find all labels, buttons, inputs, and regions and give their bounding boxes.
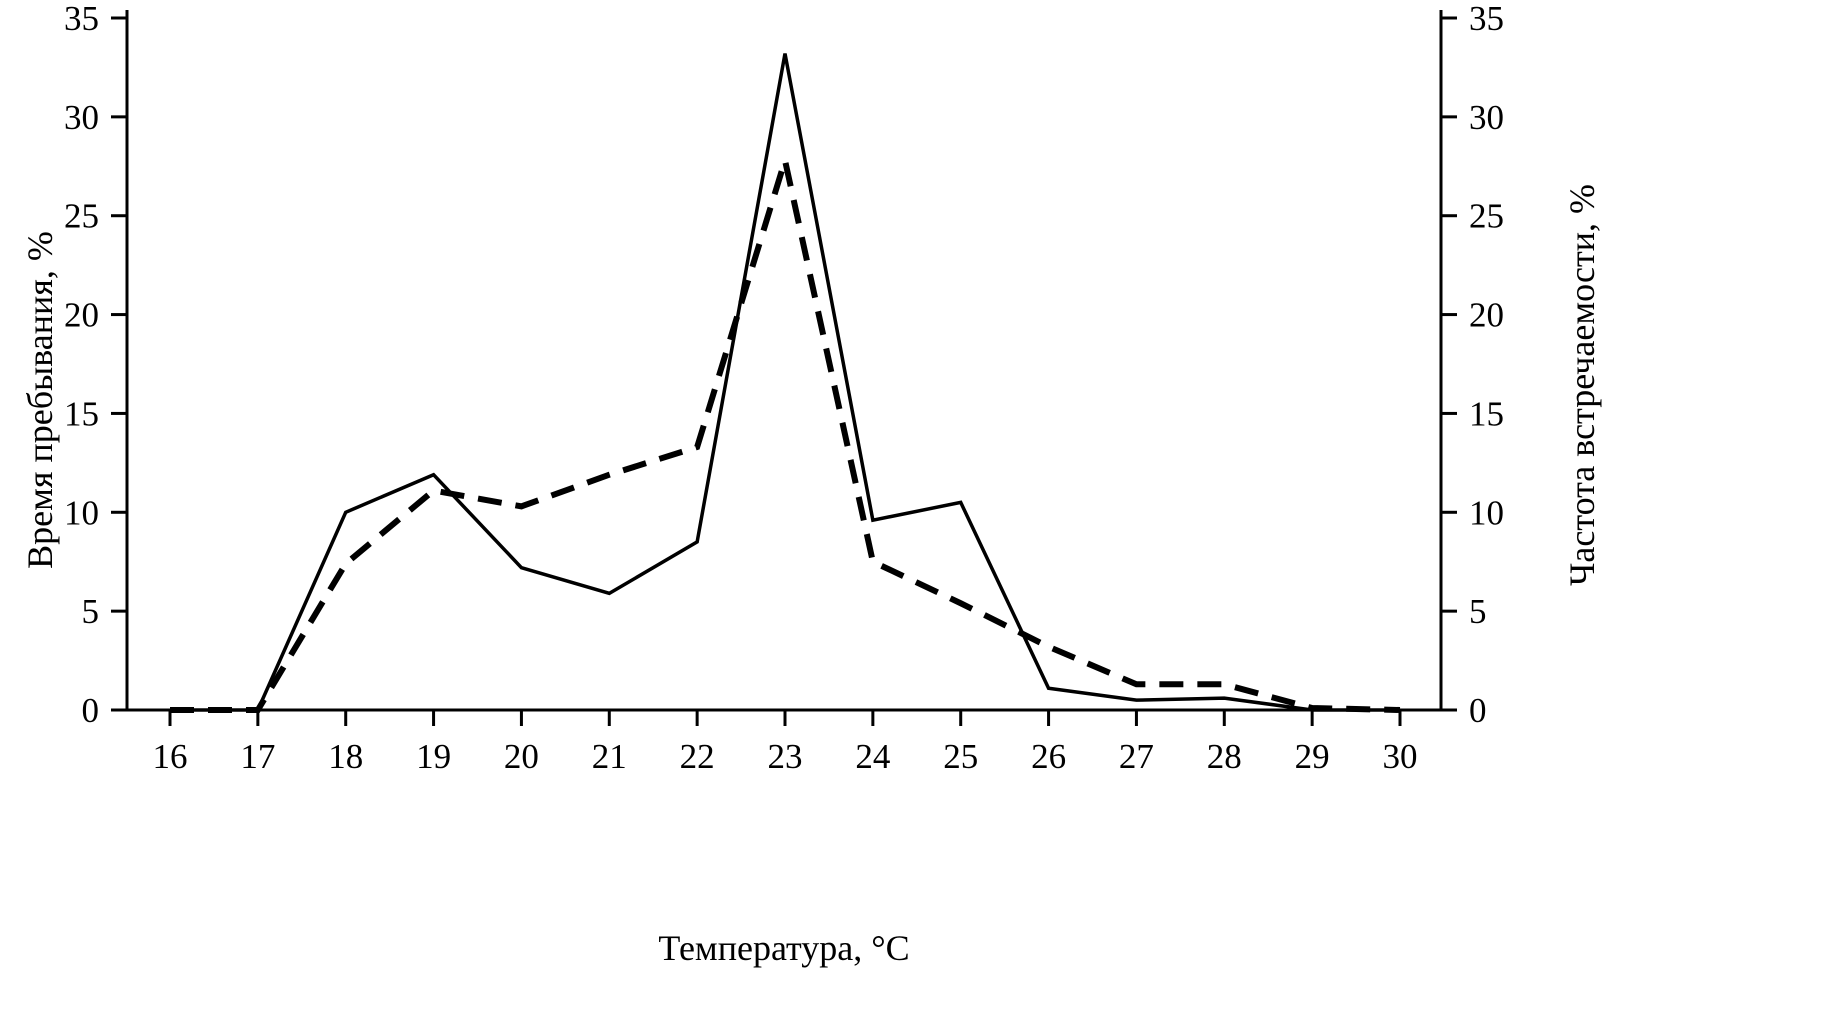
y-axis-left-tick-label: 25 [64, 197, 99, 236]
y-axis-right-tick-label: 20 [1469, 296, 1504, 335]
x-axis-tick-label: 30 [1383, 737, 1418, 776]
y-axis-right-tick-label: 5 [1469, 592, 1487, 631]
y-axis-right-tick-label: 30 [1469, 98, 1504, 137]
x-axis-label: Температура, °С [658, 928, 910, 968]
x-axis-tick-label: 28 [1207, 737, 1242, 776]
y-axis-left-tick-label: 35 [64, 0, 99, 38]
y-axis-left-tick-label: 10 [64, 493, 99, 532]
y-axis-left-tick-label: 0 [82, 691, 100, 730]
x-axis-tick-label: 21 [592, 737, 627, 776]
series-line-solid [170, 53, 1400, 712]
x-axis-tick-label: 27 [1119, 737, 1154, 776]
series-line-dashed [170, 148, 1401, 713]
x-axis-tick-label: 25 [943, 737, 978, 776]
y-axis-right-tick-label: 25 [1469, 197, 1504, 236]
x-axis-tick-label: 18 [328, 737, 363, 776]
y-axis-left-tick-label: 20 [64, 296, 99, 335]
x-axis-tick-label: 24 [855, 737, 890, 776]
x-axis-tick-label: 23 [768, 737, 803, 776]
y-axis-right-tick-label: 0 [1469, 691, 1487, 730]
x-axis-tick-label: 20 [504, 737, 539, 776]
x-axis-tick-label: 19 [416, 737, 451, 776]
y-axis-label-left: Время пребывания, % [20, 231, 60, 569]
y-axis-right-tick-label: 35 [1469, 0, 1504, 38]
x-axis-tick-label: 22 [680, 737, 715, 776]
y-axis-right-tick-label: 10 [1469, 493, 1504, 532]
y-axis-left-tick-label: 15 [64, 394, 99, 433]
x-axis-tick-label: 16 [153, 737, 188, 776]
y-axis-left-tick-label: 30 [64, 98, 99, 137]
y-axis-right-tick-label: 15 [1469, 394, 1504, 433]
y-axis-label-right: Частота встречаемости, % [1562, 183, 1602, 587]
x-axis-tick-label: 26 [1031, 737, 1066, 776]
x-axis-tick-label: 17 [240, 737, 275, 776]
y-axis-left-tick-label: 5 [82, 592, 100, 631]
x-axis-tick-label: 29 [1295, 737, 1330, 776]
